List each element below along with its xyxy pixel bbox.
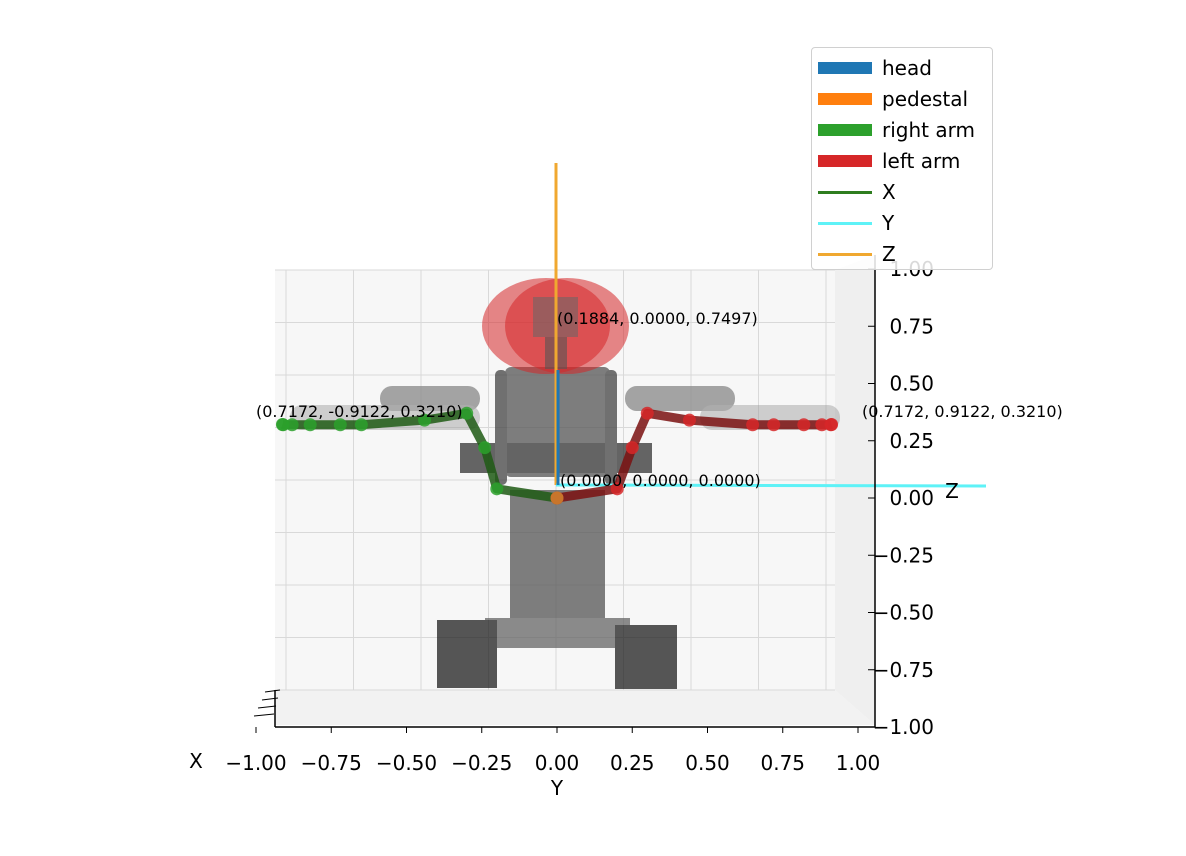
left-arm-point: [610, 482, 624, 496]
right-arm-point: [418, 413, 432, 427]
right-arm-point: [303, 418, 317, 432]
left-arm-point: [682, 413, 696, 427]
legend-label: left arm: [882, 149, 961, 173]
y-tick-label: −0.75: [301, 751, 362, 775]
y-tick-label: −1.00: [225, 751, 286, 775]
annotation-label: (0.7172, -0.9122, 0.3210): [256, 402, 463, 421]
legend-swatch: [818, 191, 872, 194]
left-arm-point: [767, 418, 781, 432]
annotation-label: (0.0000, 0.0000, 0.0000): [560, 471, 761, 490]
right-arm-point: [333, 418, 347, 432]
y-tick-label: 1.00: [836, 751, 881, 775]
y-axis-title: Y: [550, 776, 564, 800]
legend: head pedestal right arm left arm X Y Z: [811, 47, 993, 270]
series-layer: [275, 406, 839, 505]
y-tick-label: −0.50: [376, 751, 437, 775]
left-arm-point: [625, 441, 639, 455]
legend-item-left-arm: left arm: [812, 147, 992, 175]
right-arm-point: [478, 441, 492, 455]
z-tick-label: 0.00: [889, 486, 934, 510]
y-tick-label: 0.25: [610, 751, 655, 775]
right-arm-point: [354, 418, 368, 432]
legend-item-z: Z: [812, 240, 992, 268]
legend-swatch: [818, 62, 872, 74]
y-tick-labels: −1.00 −0.75 −0.50 −0.25 0.00 0.25 0.50 0.75 1.00: [225, 727, 880, 775]
y-tick-label: 0.75: [760, 751, 805, 775]
legend-label: Y: [882, 211, 895, 235]
right-arm-point: [275, 417, 289, 431]
z-tick-labels: −1.00−0.75−0.50−0.250.000.250.500.751.00: [868, 257, 934, 739]
z-tick-label: −0.50: [873, 601, 934, 625]
z-tick-label: −1.00: [873, 715, 934, 739]
legend-item-y: Y: [812, 209, 992, 237]
y-tick-label: −0.25: [451, 751, 512, 775]
left-arm-point: [797, 418, 811, 432]
z-tick-label: 0.75: [889, 314, 934, 338]
legend-item-head: head: [812, 54, 992, 82]
legend-swatch: [818, 253, 872, 256]
origin-point: [550, 491, 564, 505]
annotation-label: (0.1884, 0.0000, 0.7497): [557, 309, 758, 328]
legend-swatch: [818, 124, 872, 136]
annotation-layer: (0.1884, 0.0000, 0.7497) (0.7172, -0.9122…: [256, 309, 1063, 490]
annotation-label: (0.7172, 0.9122, 0.3210): [862, 402, 1063, 421]
z-tick-label: 0.25: [889, 429, 934, 453]
left-arm-point: [640, 406, 654, 420]
legend-label: Z: [882, 242, 896, 266]
z-tick-label: −0.25: [873, 543, 934, 567]
x-axis-collapsed: [253, 689, 281, 727]
z-axis-title: Z: [945, 479, 959, 503]
z-tick-label: −0.75: [873, 658, 934, 682]
legend-label: head: [882, 56, 932, 80]
legend-item-right-arm: right arm: [812, 116, 992, 144]
right-arm-point: [490, 482, 504, 496]
y-axis-line: [555, 483, 987, 488]
x-axis-title: X: [189, 749, 203, 773]
head-shape: [482, 278, 629, 374]
legend-label: right arm: [882, 118, 975, 142]
right-arm-point: [460, 406, 474, 420]
legend-swatch: [818, 155, 872, 167]
y-tick-label: 0.50: [685, 751, 730, 775]
left-arm-point: [815, 418, 829, 432]
legend-swatch: [818, 222, 872, 225]
left-arm-point: [825, 417, 839, 431]
y-tick-label: 0.00: [535, 751, 580, 775]
legend-item-x: X: [812, 178, 992, 206]
legend-label: pedestal: [882, 87, 969, 111]
left-arm-point: [746, 418, 760, 432]
legend-label: X: [882, 180, 896, 204]
z-tick-label: 0.50: [889, 372, 934, 396]
right-arm-point: [285, 418, 299, 432]
legend-item-pedestal: pedestal: [812, 85, 992, 113]
legend-swatch: [818, 93, 872, 105]
